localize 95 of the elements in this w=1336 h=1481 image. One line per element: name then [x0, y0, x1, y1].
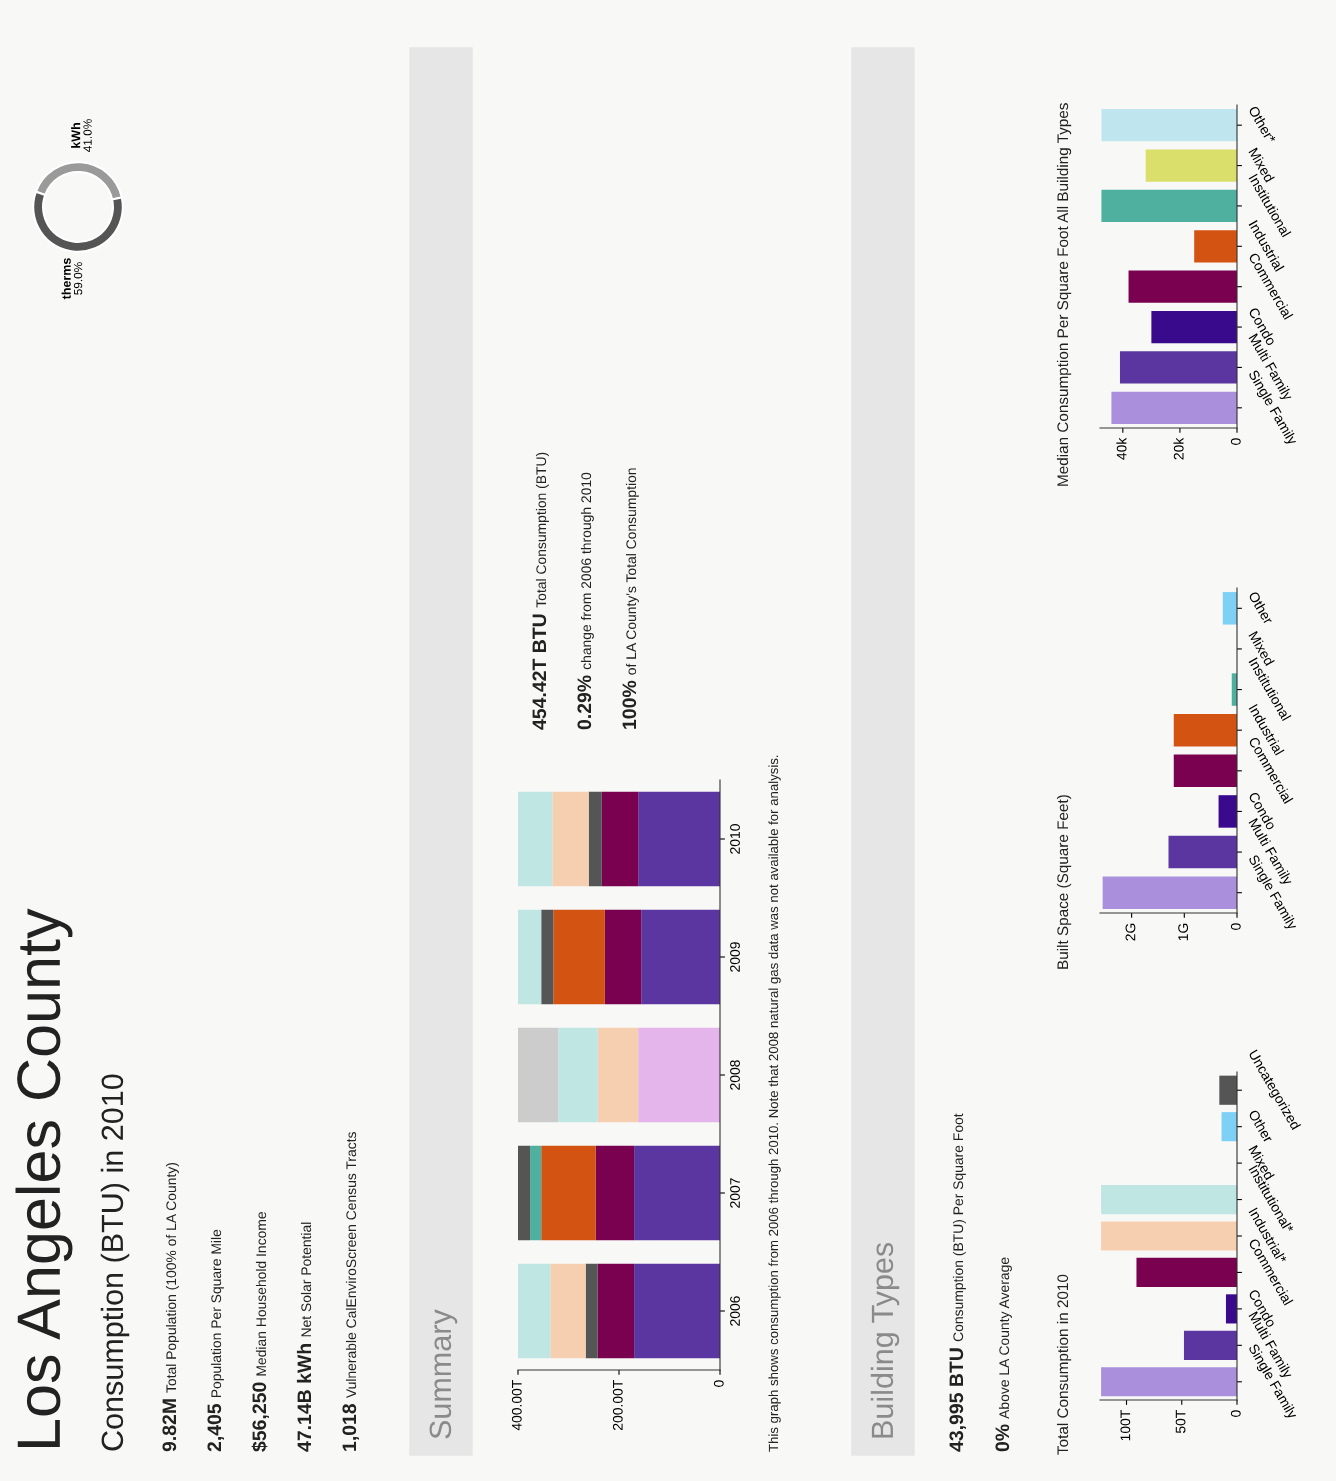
bar	[1101, 1184, 1237, 1215]
bar	[588, 791, 602, 887]
text: $56,250	[251, 1382, 270, 1452]
text: of LA County's Total Consumption	[625, 468, 639, 675]
x-tick-label: 50T	[1175, 1410, 1186, 1434]
bar	[550, 1263, 586, 1359]
bar	[634, 1145, 720, 1241]
bar	[530, 1145, 542, 1241]
bar	[1194, 230, 1237, 263]
bar	[1101, 1221, 1237, 1251]
x-tick-label: 40k	[1116, 437, 1127, 460]
text: 0%	[995, 1424, 1010, 1452]
x-tick-label: 200.00T	[612, 1380, 623, 1430]
text: 454.42T BTU	[532, 614, 547, 730]
bar	[585, 1263, 598, 1359]
text: Total Consumption (BTU)	[535, 452, 549, 608]
text: Population Per Square Mile	[210, 1229, 224, 1398]
text: Summary	[429, 1309, 458, 1439]
bar	[1136, 1257, 1237, 1288]
bar	[634, 1263, 720, 1359]
bar	[601, 791, 639, 887]
bar	[1183, 1330, 1237, 1360]
text: change from 2006 through 2010	[580, 472, 594, 670]
x-tick-label: 0	[713, 1380, 724, 1387]
text: Vulnerable CalEnviroScreen Census Tracts	[345, 1132, 357, 1399]
text: Above LA County Average	[998, 1257, 1012, 1419]
text: Los Angeles County	[15, 908, 73, 1447]
bar	[1128, 270, 1237, 303]
bar	[552, 791, 589, 887]
bar	[1101, 1367, 1237, 1397]
bar	[1119, 351, 1237, 384]
y-tick-label: 2010	[730, 824, 740, 854]
text: Net Solar Potential	[300, 1222, 312, 1337]
bar	[597, 1027, 639, 1123]
text: 47.14B kWh	[296, 1344, 311, 1452]
text: Total Population (100% of LA County)	[165, 1163, 179, 1393]
text: 43,995 BTU	[949, 1348, 967, 1452]
bar	[1218, 795, 1237, 828]
x-tick-label: 0	[1230, 1410, 1241, 1417]
bar	[518, 791, 553, 887]
text: 0.29%	[577, 675, 592, 730]
bar	[1111, 391, 1237, 424]
bar	[541, 1145, 596, 1241]
bar	[641, 909, 720, 1005]
slice-label: kWh	[71, 123, 81, 148]
x-tick-label: 0	[1230, 438, 1241, 445]
bar	[1173, 754, 1237, 788]
bar	[1145, 149, 1237, 182]
text: Median Consumption Per Square Foot All Building Types	[1056, 103, 1072, 486]
bar	[604, 909, 642, 1005]
bar	[1151, 310, 1237, 344]
bar	[518, 909, 542, 1005]
x-tick-label: 0	[1230, 923, 1241, 930]
text: 2,405	[207, 1403, 225, 1452]
bar	[518, 1263, 551, 1359]
bar	[638, 791, 720, 887]
bar	[553, 909, 605, 1005]
data-label: 41.0%	[83, 119, 92, 152]
text: Median Household Income	[255, 1212, 267, 1376]
text: This graph shows consumption from 2006 through 2010. Note that 2008 natural gas data was not available for analysis.	[768, 755, 781, 1452]
text: Consumption (BTU) Per Square Foot	[952, 1113, 966, 1342]
data-label: 59.0%	[73, 262, 83, 295]
bar	[597, 1263, 635, 1359]
bar	[1101, 189, 1237, 223]
x-tick-label: 1G	[1178, 923, 1189, 941]
x-tick-label: 2G	[1125, 923, 1136, 941]
y-tick-label: 2008	[730, 1060, 740, 1090]
bar	[1102, 876, 1237, 909]
slice-label: therms	[61, 258, 71, 300]
y-tick-label: 2007	[730, 1178, 740, 1208]
x-tick-label: 100T	[1120, 1410, 1131, 1441]
text: 1,018	[342, 1403, 360, 1451]
x-tick-label: 20k	[1173, 437, 1184, 460]
bar	[595, 1145, 635, 1241]
y-tick-label: 2006	[730, 1296, 740, 1326]
bar	[1219, 1075, 1237, 1105]
bar	[1168, 835, 1237, 869]
bar	[1222, 592, 1237, 625]
bar	[638, 1027, 720, 1123]
text: Consumption (BTU) in 2010	[100, 1074, 130, 1451]
text: Total Consumption in 2010	[1056, 1274, 1072, 1455]
text: Building Types	[870, 1242, 900, 1438]
text: 9.82M	[162, 1399, 177, 1452]
bar	[518, 1145, 531, 1241]
text: Built Space (Square Feet)	[1056, 795, 1072, 969]
bar	[541, 909, 554, 1005]
bar	[1101, 109, 1237, 142]
bar	[1225, 1294, 1237, 1324]
bar	[518, 1027, 559, 1123]
bar	[1173, 713, 1237, 747]
x-tick-label: 400.00T	[511, 1380, 522, 1431]
text: 100%	[622, 680, 637, 729]
y-tick-label: 2009	[730, 942, 740, 972]
bar	[1221, 1112, 1237, 1142]
bar	[558, 1027, 598, 1123]
